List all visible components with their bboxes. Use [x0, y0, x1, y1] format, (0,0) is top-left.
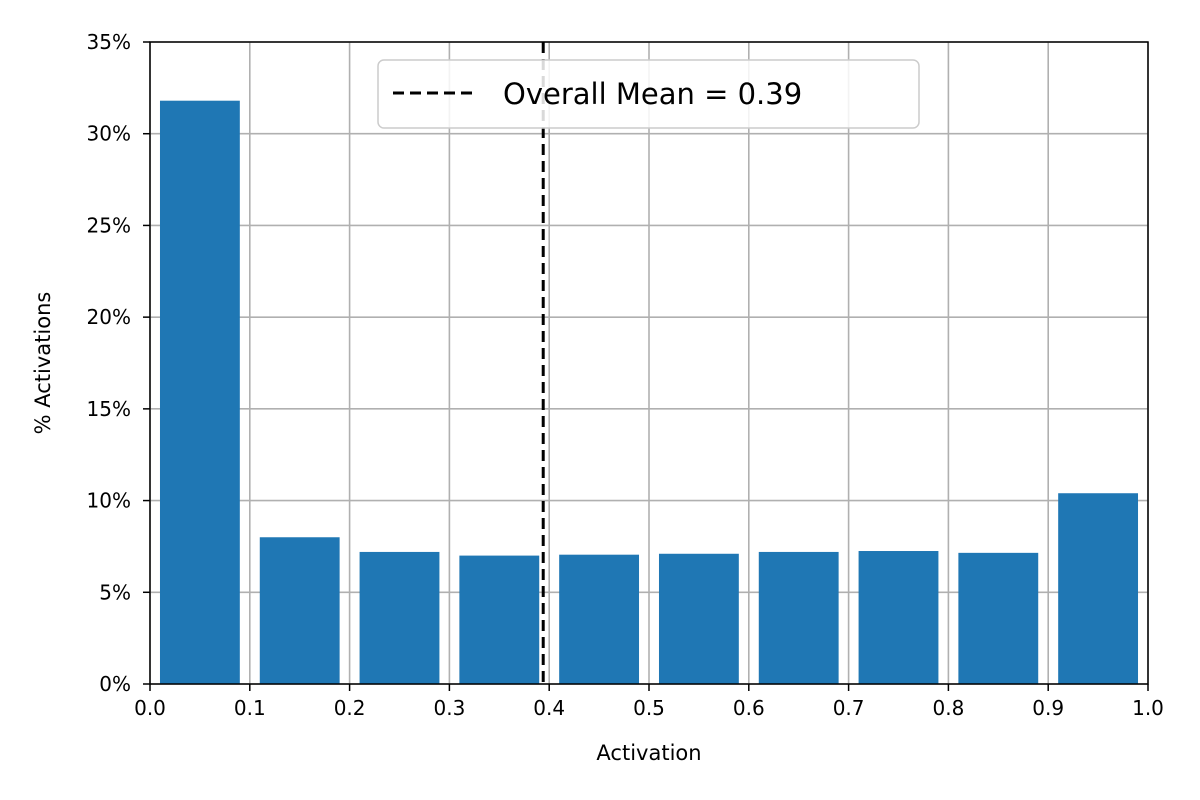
y-tick-label: 30%	[87, 122, 131, 146]
x-tick-label: 0.6	[733, 696, 765, 720]
histogram-bar	[559, 554, 640, 684]
y-tick-label: 20%	[87, 305, 131, 329]
histogram-bar	[259, 537, 340, 684]
x-axis-label: Activation	[596, 741, 701, 765]
histogram-bar	[958, 552, 1039, 684]
y-tick-label: 10%	[87, 489, 131, 513]
x-tick-label: 0.8	[932, 696, 964, 720]
x-tick-label: 0.0	[134, 696, 166, 720]
histogram-bar	[459, 555, 540, 684]
axis-ticks: 0.0 0.1 0.2 0.3 0.4 0.5 0.6 0.7 0.8 0.9 1.0 0% 5% 10%…	[87, 30, 1164, 720]
y-tick-label: 15%	[87, 397, 131, 421]
y-axis-label: % Activations	[31, 292, 55, 435]
x-tick-label: 0.3	[433, 696, 465, 720]
histogram-bar	[159, 100, 240, 684]
histogram-bar	[1058, 493, 1139, 684]
x-tick-label: 0.9	[1032, 696, 1064, 720]
x-tick-label: 0.4	[533, 696, 565, 720]
x-tick-label: 1.0	[1132, 696, 1164, 720]
histogram-bar	[658, 553, 739, 684]
histogram-bar	[359, 551, 440, 684]
legend: Overall Mean = 0.39	[377, 59, 920, 129]
y-tick-label: 0%	[99, 672, 131, 696]
y-tick-label: 25%	[87, 213, 131, 237]
histogram-bar	[758, 551, 839, 684]
x-tick-label: 0.5	[633, 696, 665, 720]
legend-box	[377, 59, 920, 129]
x-tick-label: 0.1	[234, 696, 266, 720]
y-tick-label: 35%	[87, 30, 131, 54]
legend-label: Overall Mean = 0.39	[503, 77, 802, 111]
histogram-bars	[159, 100, 1139, 684]
x-tick-label: 0.2	[334, 696, 366, 720]
y-tick-label: 5%	[99, 580, 131, 604]
x-tick-label: 0.7	[833, 696, 865, 720]
histogram-bar	[858, 551, 939, 684]
